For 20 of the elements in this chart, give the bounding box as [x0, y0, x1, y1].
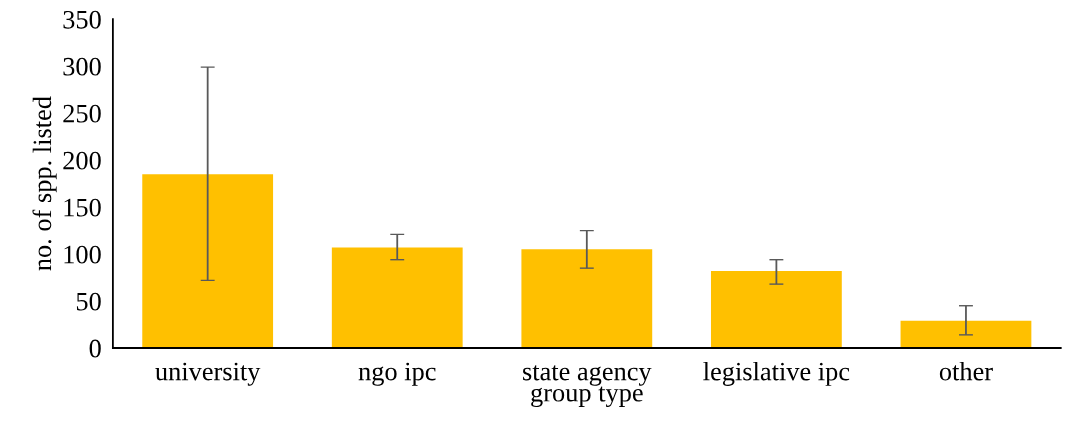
- x-axis-title: group type: [531, 386, 643, 408]
- y-tick-label: 150: [64, 198, 101, 217]
- y-tick-label: 350: [63, 10, 101, 29]
- y-axis-title: no. of spp. listed: [32, 96, 57, 271]
- y-tick-label: 200: [63, 151, 101, 170]
- bar: [331, 247, 463, 348]
- x-tick-label: legislative ipc: [703, 361, 850, 386]
- x-tick-label: ngo ipc: [358, 362, 436, 386]
- y-tick-label: 100: [64, 245, 101, 264]
- y-tick-label: 250: [63, 104, 101, 123]
- bar: [900, 320, 1032, 348]
- x-tick-label: other: [939, 361, 993, 381]
- y-tick-label: 50: [76, 292, 101, 311]
- bar: [142, 174, 274, 348]
- bar: [521, 249, 653, 348]
- x-tick-label: state agency: [523, 365, 652, 386]
- bar: [710, 270, 842, 348]
- y-tick-label: 300: [63, 57, 101, 76]
- y-tick-label: 0: [89, 339, 101, 358]
- x-tick-label: university: [155, 362, 261, 386]
